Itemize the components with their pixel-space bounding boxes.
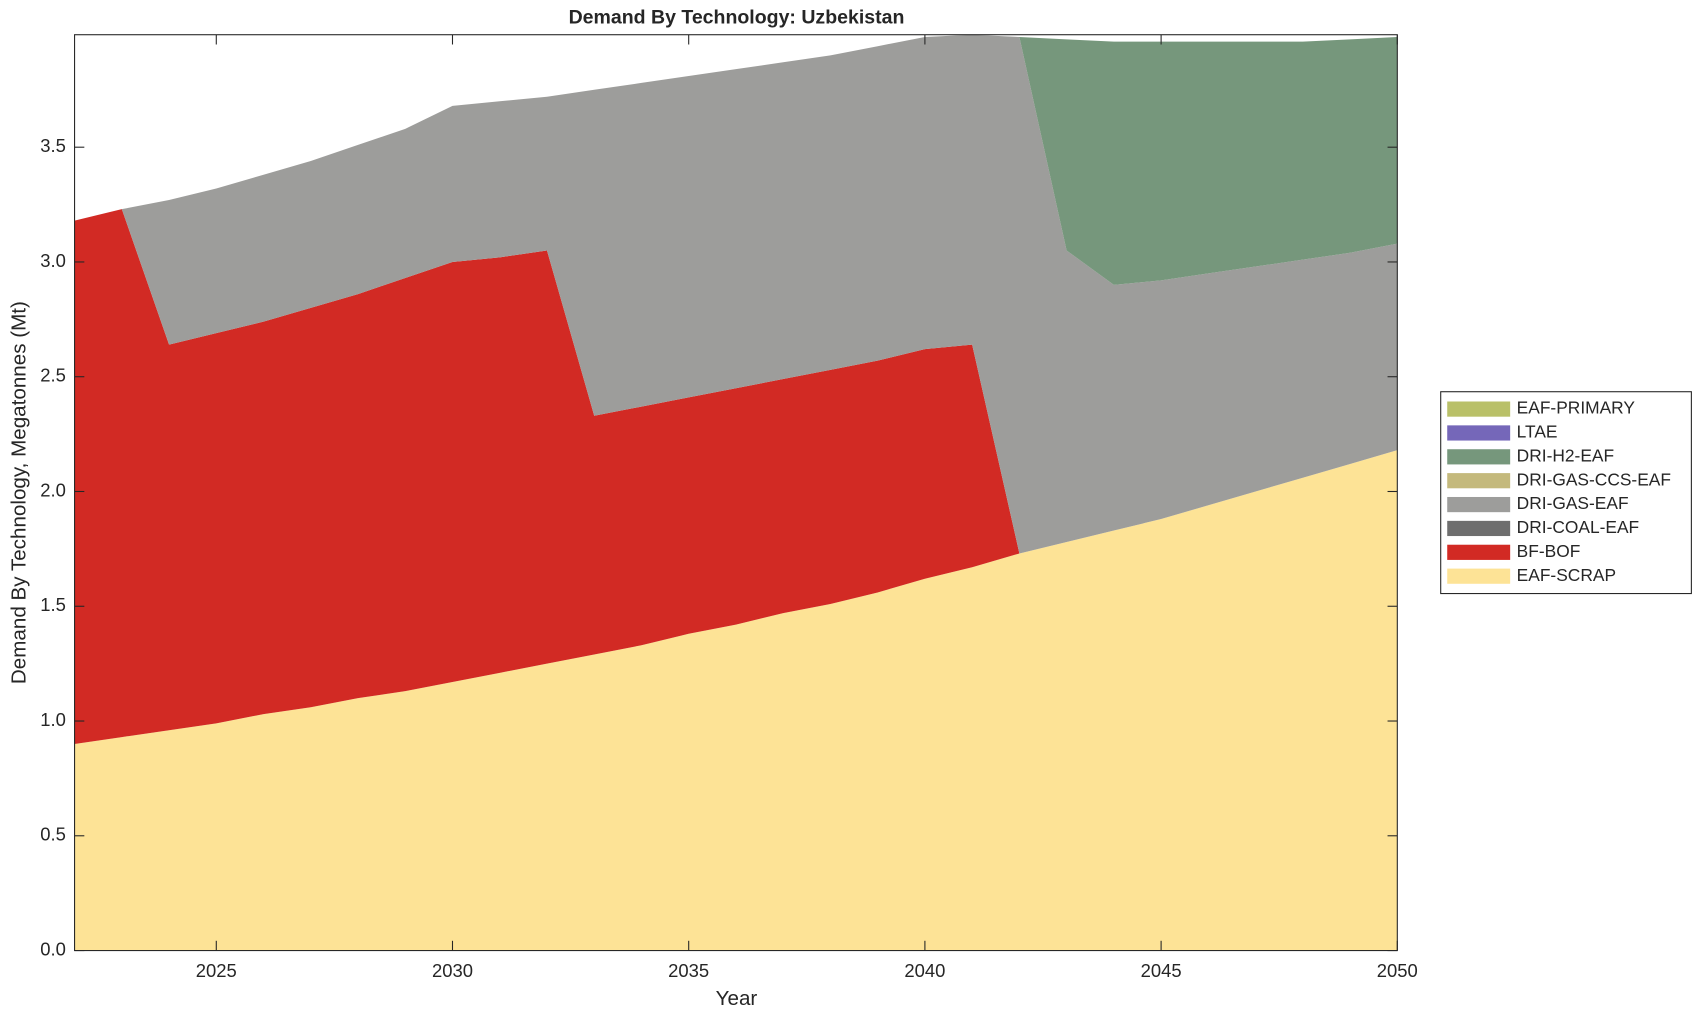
- legend-swatch: [1447, 544, 1511, 560]
- y-tick-label: 1.5: [40, 594, 66, 615]
- area: [74, 34, 1398, 554]
- x-tick-label: 2045: [1141, 960, 1182, 981]
- legend-label: BF-BOF: [1517, 541, 1581, 561]
- y-tick-label: 3.5: [40, 135, 66, 156]
- x-tick-label: 2050: [1377, 960, 1418, 981]
- legend-swatch: [1447, 401, 1511, 417]
- y-tick-label: 0.0: [40, 938, 66, 959]
- legend-label: EAF-PRIMARY: [1517, 398, 1636, 418]
- legend-label: DRI-H2-EAF: [1517, 445, 1614, 465]
- x-tick-label: 2040: [904, 960, 945, 981]
- legend-swatch: [1447, 449, 1511, 465]
- y-axis-label: Demand By Technology, Megatonnes (Mt): [8, 301, 31, 684]
- legend-swatch: [1447, 425, 1511, 441]
- area: [74, 450, 1398, 951]
- x-axis-label: Year: [716, 987, 758, 1010]
- area: [74, 34, 1398, 285]
- legend: EAF-PRIMARY LTAE DRI-H2-EAF DRI-GAS-CCS-EAF…: [1440, 391, 1692, 595]
- legend-swatch: [1447, 496, 1511, 513]
- axes: 2025 2030 2035 2040 2045 2050 0.0 0.5 1.0 1.5 2.0 2…: [40, 34, 1418, 981]
- legend-label: EAF-SCRAP: [1517, 565, 1616, 585]
- y-tick-label: 0.5: [40, 824, 66, 845]
- plot-area: [74, 34, 1398, 951]
- legend-label: DRI-GAS-EAF: [1517, 493, 1629, 513]
- y-tick-label: 2.5: [40, 365, 66, 386]
- legend-swatch: [1447, 473, 1511, 489]
- x-tick-label: 2035: [668, 960, 709, 981]
- x-tick-label: 2025: [196, 960, 237, 981]
- chart-title: Demand By Technology: Uzbekistan: [569, 7, 905, 29]
- x-tick-label: 2030: [432, 960, 473, 981]
- y-tick-label: 3.0: [40, 250, 66, 271]
- legend-label: LTAE: [1517, 422, 1558, 442]
- legend-label: DRI-COAL-EAF: [1517, 517, 1640, 537]
- legend-swatch: [1447, 568, 1511, 584]
- area: [74, 209, 1398, 744]
- legend-label: DRI-GAS-CCS-EAF: [1517, 469, 1671, 489]
- y-tick-label: 1.0: [40, 709, 66, 730]
- legend-swatch: [1447, 520, 1511, 537]
- axes-box: [74, 34, 1398, 952]
- y-tick-label: 2.0: [40, 479, 66, 500]
